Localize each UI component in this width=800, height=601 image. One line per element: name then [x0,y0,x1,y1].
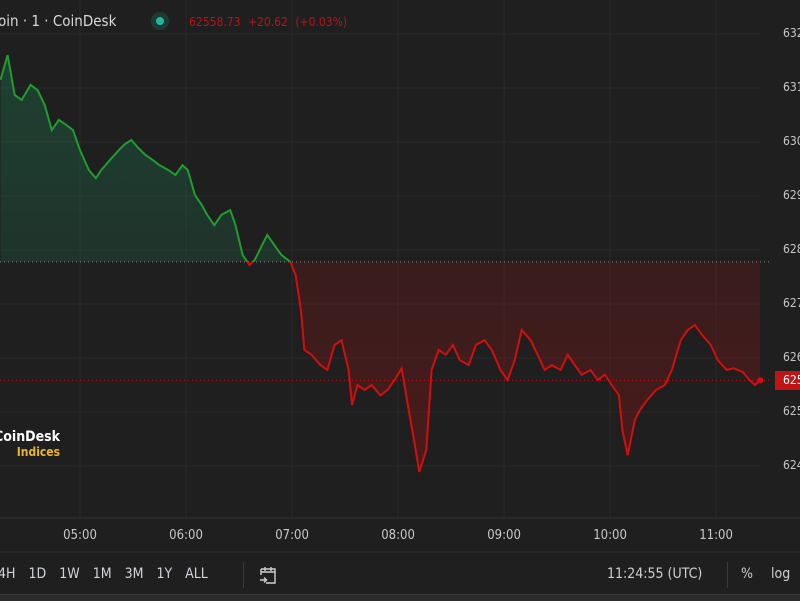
symbol-title: oin · 1 · CoinDesk [0,12,117,30]
price-tick-label: 631 [783,80,800,95]
range-all[interactable]: ALL [185,566,208,582]
logo-line2: Indices [16,445,61,459]
price-tick-label: 626 [783,350,800,364]
price-tick-label: 632 [783,26,800,41]
coindesk-indices-logo: CoinDesk Indices [0,430,60,460]
log-scale-toggle[interactable]: log [771,566,791,582]
range-1m[interactable]: 1M [92,566,112,582]
price-line-down [246,261,760,473]
range-4h[interactable]: 4H [0,566,16,582]
last-price-marker [757,377,764,384]
divider [727,562,728,588]
quote-change: +20.62 [247,15,288,29]
clock-utc[interactable]: 11:24:55 (UTC) [607,566,703,582]
time-tick-label: 08:00 [381,528,415,543]
range-1d[interactable]: 1D [28,566,47,582]
price-tick-label: 627 [783,296,800,310]
divider [243,562,244,588]
bottom-border [0,594,800,601]
quote-price: 62558.73 [189,15,241,29]
calendar-goto-icon[interactable] [257,564,279,586]
time-tick-label: 05:00 [63,528,97,543]
price-tick-label: 625 [783,404,800,418]
range-1w[interactable]: 1W [59,566,80,582]
market-status-dot-icon [151,12,169,30]
area-fill-below-baseline [0,261,760,472]
logo-line1: CoinDesk [0,429,61,445]
area-fill-above-baseline [0,55,291,262]
price-tick-label: 629 [783,188,800,203]
price-tick-label: 628 [783,242,800,256]
percent-scale-toggle[interactable]: % [741,566,753,582]
time-tick-label: 11:00 [699,528,733,543]
range-selector: 4H 1D 1W 1M 3M 1Y ALL [0,566,208,582]
current-price-badge: 625 [775,371,800,390]
price-tick-label: 630 [783,134,800,149]
quote-readout: 62558.73 +20.62 (+0.03%) [189,15,351,29]
time-tick-label: 07:00 [275,528,309,543]
time-tick-label: 09:00 [487,528,521,543]
price-tick-label: 624 [783,457,800,472]
time-tick-label: 06:00 [169,528,203,543]
price-line-up [0,54,292,262]
time-tick-label: 10:00 [593,528,627,543]
quote-change-pct: (+0.03%) [295,15,348,29]
range-1y[interactable]: 1Y [156,566,173,582]
range-3m[interactable]: 3M [124,566,144,582]
